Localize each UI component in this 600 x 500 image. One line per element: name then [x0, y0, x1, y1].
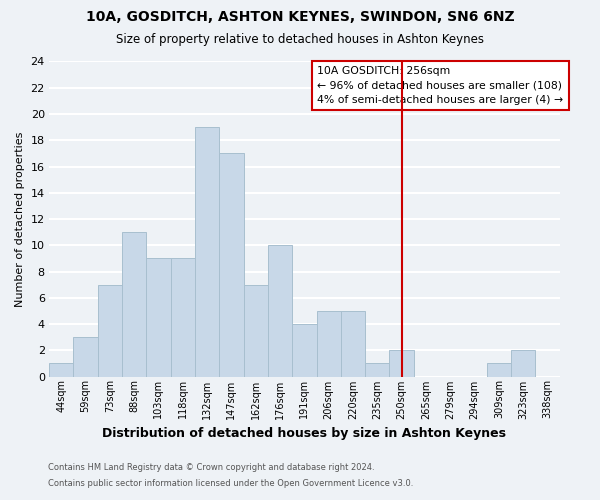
Y-axis label: Number of detached properties: Number of detached properties: [15, 132, 25, 306]
Bar: [195, 127, 219, 376]
Bar: [98, 284, 122, 376]
Bar: [219, 154, 244, 376]
Text: 10A GOSDITCH: 256sqm
← 96% of detached houses are smaller (108)
4% of semi-detac: 10A GOSDITCH: 256sqm ← 96% of detached h…: [317, 66, 563, 105]
Bar: [365, 364, 389, 376]
Bar: [487, 364, 511, 376]
Bar: [146, 258, 170, 376]
Bar: [292, 324, 317, 376]
Bar: [49, 364, 73, 376]
Text: Contains public sector information licensed under the Open Government Licence v3: Contains public sector information licen…: [48, 478, 413, 488]
Text: Size of property relative to detached houses in Ashton Keynes: Size of property relative to detached ho…: [116, 32, 484, 46]
Text: Contains HM Land Registry data © Crown copyright and database right 2024.: Contains HM Land Registry data © Crown c…: [48, 464, 374, 472]
Bar: [244, 284, 268, 376]
Text: 10A, GOSDITCH, ASHTON KEYNES, SWINDON, SN6 6NZ: 10A, GOSDITCH, ASHTON KEYNES, SWINDON, S…: [86, 10, 514, 24]
Bar: [268, 246, 292, 376]
Bar: [317, 311, 341, 376]
Bar: [73, 337, 98, 376]
Bar: [170, 258, 195, 376]
Bar: [341, 311, 365, 376]
Bar: [389, 350, 414, 376]
X-axis label: Distribution of detached houses by size in Ashton Keynes: Distribution of detached houses by size …: [103, 427, 506, 440]
Bar: [511, 350, 535, 376]
Bar: [122, 232, 146, 376]
